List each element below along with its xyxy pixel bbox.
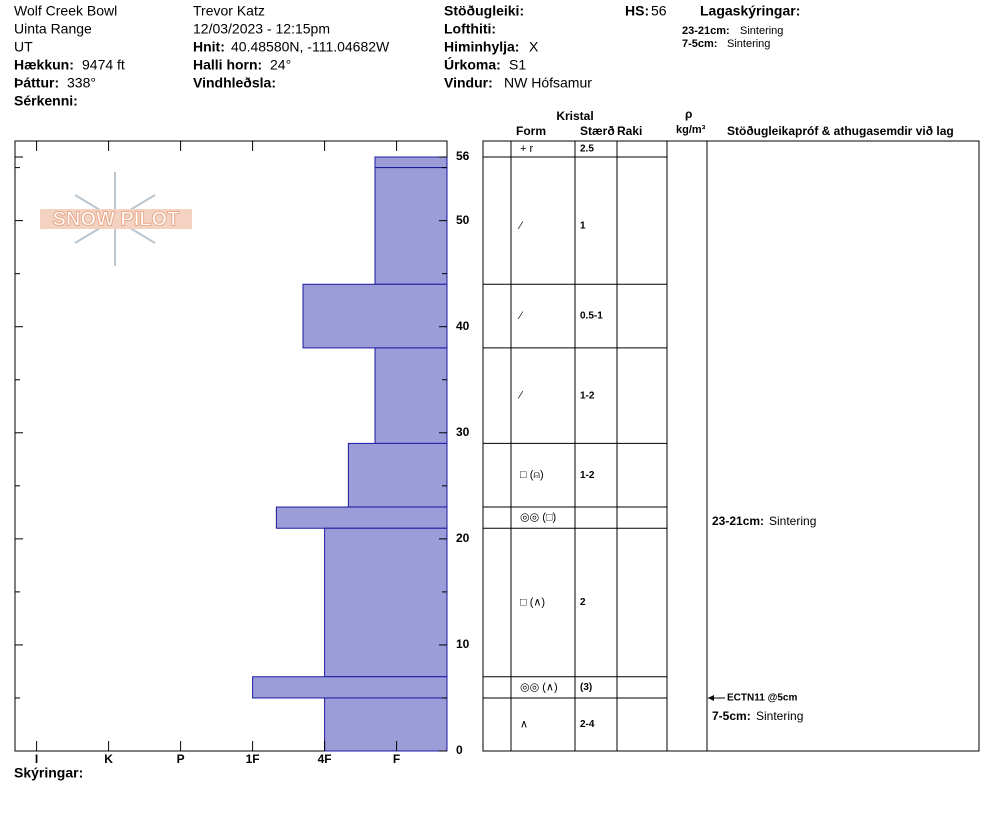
value: NW Hófsamur <box>504 75 592 91</box>
arrow-head <box>708 694 714 701</box>
y-tick-label: 20 <box>456 531 470 545</box>
note-label: 7-5cm: <box>682 38 717 50</box>
notes-title: Lagaskýringar: <box>700 3 800 19</box>
label: Úrkoma: <box>444 56 501 73</box>
hardness-bar <box>324 697 448 752</box>
value: 24° <box>270 57 291 73</box>
grain-size: (3) <box>580 682 592 693</box>
value: 9474 ft <box>82 57 125 73</box>
label: Vindur: <box>444 75 493 91</box>
grain-size: 0.5-1 <box>580 311 603 322</box>
datetime: 12/03/2023 - 12:15pm <box>193 21 330 37</box>
hardness-bar <box>374 167 448 285</box>
column-header: Form <box>516 124 546 138</box>
hardness-bar <box>374 156 448 169</box>
x-tick-label: 1F <box>246 752 260 766</box>
x-tick-label: 4F <box>318 752 332 766</box>
footer: Skýringar: <box>14 765 83 781</box>
test-label: ECTN11 @5cm <box>727 693 797 704</box>
x-tick-label: I <box>35 752 38 766</box>
column-header: Raki <box>617 124 642 138</box>
grain-size: 2.5 <box>580 144 594 155</box>
note-text: Sintering <box>740 25 783 37</box>
y-tick-label: 50 <box>456 213 470 227</box>
grain-size: 2-4 <box>580 719 595 730</box>
grain-form: ⁄ <box>517 390 524 402</box>
grain-size: 1-2 <box>580 470 595 481</box>
label: Halli horn: <box>193 57 262 73</box>
grain-size: 1-2 <box>580 390 595 401</box>
hardness-bar <box>324 527 448 678</box>
y-tick-label: 40 <box>456 319 470 333</box>
grain-form: ◎◎ (∧) <box>520 681 558 693</box>
value: X <box>529 39 539 55</box>
value: 56 <box>651 3 667 19</box>
logo: SNOW PILOT <box>40 172 192 266</box>
label: Þáttur: <box>14 75 59 91</box>
grain-form: ⁄ <box>517 220 524 232</box>
x-tick-label: F <box>393 752 400 766</box>
comment-label: 23-21cm: <box>712 514 764 528</box>
label: Stöðugleiki: <box>444 3 524 19</box>
hardness-bar <box>252 676 448 699</box>
hardness-bar <box>302 283 448 349</box>
comment-text: Sintering <box>769 514 816 528</box>
label: Lofthiti: <box>444 21 496 37</box>
value: S1 <box>509 57 526 73</box>
x-tick-label: P <box>177 752 185 766</box>
y-tick-label: 30 <box>456 425 470 439</box>
grain-form: □ (⍝) <box>520 469 544 481</box>
label: Hækkun: <box>14 57 74 73</box>
grain-size: 2 <box>580 597 586 608</box>
grain-form: ◎◎ (□) <box>520 512 556 524</box>
header: Wolf Creek Bowl Uinta Range UT Hækkun: 9… <box>14 3 800 109</box>
value: 338° <box>67 75 96 91</box>
label: Sérkenni: <box>14 93 78 109</box>
range: Uinta Range <box>14 21 92 37</box>
state: UT <box>14 39 33 55</box>
y-tick-label: 0 <box>456 743 463 757</box>
label: HS: <box>625 3 649 19</box>
note-text: Sintering <box>727 38 770 50</box>
y-tick-label: 10 <box>456 637 470 651</box>
note-label: 23-21cm: <box>682 25 730 37</box>
column-header: Stærð <box>580 124 615 138</box>
label: Hnit: <box>193 39 225 55</box>
comment-text: Sintering <box>756 709 803 723</box>
value: 40.48580N, -111.04682W <box>231 39 390 55</box>
label: Vindhleðsla: <box>193 75 276 91</box>
location: Wolf Creek Bowl <box>14 3 117 19</box>
observer: Trevor Katz <box>193 3 265 19</box>
comment-label: 7-5cm: <box>712 709 751 723</box>
column-header: Stöðugleikapróf & athugasemdir við lag <box>727 124 954 138</box>
layer-table: Kristal Form Stærð Raki ρ kg/m³ Stöðugle… <box>482 107 980 752</box>
grain-form: + r <box>520 143 533 155</box>
column-header: ρ <box>685 107 692 121</box>
column-header: Kristal <box>556 109 593 123</box>
y-tick-label: 56 <box>456 149 470 163</box>
grain-form: ⁄ <box>517 310 524 322</box>
grain-form: ∧ <box>520 718 528 730</box>
hardness-bar <box>275 506 448 529</box>
logo-text: SNOW PILOT <box>53 208 180 230</box>
hardness-bar <box>374 347 448 444</box>
label: Himinhylja: <box>444 39 519 55</box>
grain-size: 1 <box>580 221 586 232</box>
grain-form: □ (∧) <box>520 596 545 608</box>
hardness-bar <box>347 442 448 508</box>
column-header: kg/m³ <box>676 124 706 136</box>
x-tick-label: K <box>104 752 113 766</box>
